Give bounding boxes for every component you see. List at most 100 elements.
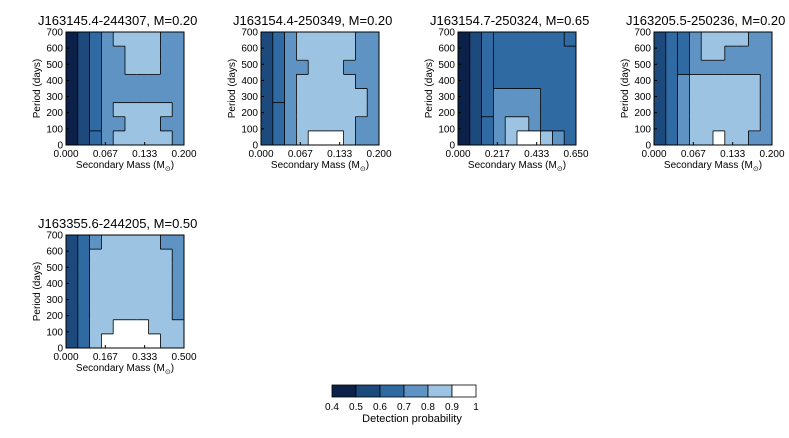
chart-panel-1: J163145.4-244307, M=0.20 0 100 200 300 400 500…	[30, 14, 220, 204]
heatmap-cell	[331, 32, 345, 47]
x-tick-label: 0.217	[485, 149, 510, 160]
heatmap-cell	[308, 88, 321, 104]
y-tick-label: 0	[645, 141, 651, 152]
x-tick-label: 0.200	[759, 149, 784, 160]
heatmap-cell	[458, 46, 471, 61]
heatmap-cell	[689, 102, 702, 118]
heatmap-cell	[172, 102, 185, 118]
heatmap-cell	[261, 116, 274, 132]
heatmap-cell	[66, 291, 79, 307]
heatmap-cell	[665, 46, 679, 61]
heatmap-cell	[272, 60, 286, 75]
heatmap-cell	[160, 333, 173, 349]
chart-panel-4: J163205.5-250236, M=0.20 0 100 200 300 400 500…	[618, 14, 789, 204]
heatmap-cell	[148, 32, 161, 47]
heatmap-cell	[458, 102, 471, 118]
heatmap-cell	[552, 60, 565, 75]
heatmap-cell	[724, 116, 738, 132]
y-tick-label: 600	[241, 44, 258, 55]
heatmap-cell	[89, 46, 102, 61]
y-tick-label: 200	[46, 108, 63, 119]
heatmap-cell	[136, 60, 150, 75]
heatmap-cell	[564, 74, 577, 89]
heatmap-cell	[493, 88, 506, 104]
heatmap-cell	[701, 88, 714, 104]
heatmap-cell	[367, 130, 380, 146]
heatmap-cell	[505, 116, 518, 132]
heatmap-cell	[701, 32, 714, 47]
y-tick-label: 700	[46, 28, 63, 39]
heatmap-cell	[552, 102, 565, 118]
heatmap-cell	[101, 263, 114, 278]
heatmap-cell	[469, 130, 483, 146]
heatmap-cell	[66, 88, 79, 104]
heatmap-cell	[355, 74, 368, 89]
heatmap-cell	[113, 32, 126, 47]
heatmap-cell	[77, 291, 91, 307]
heatmap-cell	[540, 74, 553, 89]
heatmap-cell	[125, 277, 138, 292]
heatmap-cell	[469, 116, 483, 132]
heatmap-cell	[66, 32, 79, 47]
heatmap-cell	[136, 46, 150, 61]
heatmap-cell	[136, 263, 150, 278]
heatmap-cell	[172, 249, 185, 264]
heatmap-cell	[564, 60, 577, 75]
heatmap-cell	[505, 60, 518, 75]
heatmap-cell	[160, 46, 173, 61]
heatmap-cell	[493, 74, 506, 89]
heatmap-cell	[296, 60, 309, 75]
y-tick-label: 700	[241, 28, 258, 39]
heatmap-cell	[113, 74, 126, 89]
heatmap-cell	[540, 102, 553, 118]
heatmap-cell	[528, 32, 542, 47]
heatmap-cell	[136, 277, 150, 292]
heatmap-cell	[736, 130, 749, 146]
heatmap-cell	[261, 74, 274, 89]
heatmap-cell	[517, 32, 530, 47]
heatmap-cell	[517, 88, 530, 104]
heatmap-cell	[89, 277, 102, 292]
heatmap-cell	[654, 116, 667, 132]
x-tick-label: 0.650	[563, 149, 588, 160]
heatmap-cell	[701, 46, 714, 61]
heatmap-cell	[713, 130, 726, 146]
y-tick-label: 300	[46, 295, 63, 306]
x-tick-label: 0.500	[171, 352, 196, 363]
heatmap-cell	[689, 32, 702, 47]
heatmap-cell	[284, 130, 297, 146]
heatmap-cell	[552, 116, 565, 132]
heatmap-cell	[677, 32, 690, 47]
y-axis-label: Period (days)	[620, 59, 631, 118]
heatmap-cell	[77, 116, 91, 132]
heatmap-cell	[89, 319, 102, 335]
heatmap-cell	[343, 88, 356, 104]
heatmap-cell	[172, 235, 185, 250]
y-tick-label: 500	[438, 60, 455, 71]
heatmap-cell	[654, 102, 667, 118]
heatmap-cell	[564, 88, 577, 104]
heatmap-cell	[113, 235, 126, 250]
heatmap-cell	[77, 277, 91, 292]
heatmap-cell	[517, 74, 530, 89]
heatmap-cell	[481, 88, 494, 104]
heatmap-cell	[101, 319, 114, 335]
heatmap-cell	[665, 116, 679, 132]
heatmap-cell	[343, 32, 356, 47]
y-tick-label: 500	[46, 263, 63, 274]
heatmap-cell	[125, 88, 138, 104]
y-tick-label: 100	[46, 327, 63, 338]
heatmap-cell	[89, 116, 102, 132]
y-tick-label: 600	[438, 44, 455, 55]
heatmap-cell	[136, 130, 150, 146]
heatmap-cell	[458, 60, 471, 75]
heatmap-cell	[760, 116, 773, 132]
heatmap-cell	[320, 88, 333, 104]
heatmap-cell	[481, 116, 494, 132]
heatmap-cell	[77, 130, 91, 146]
heatmap-cell	[113, 263, 126, 278]
heatmap-cell	[66, 102, 79, 118]
y-tick-label: 0	[57, 344, 63, 355]
heatmap-cell	[136, 235, 150, 250]
heatmap-cell	[125, 333, 138, 349]
